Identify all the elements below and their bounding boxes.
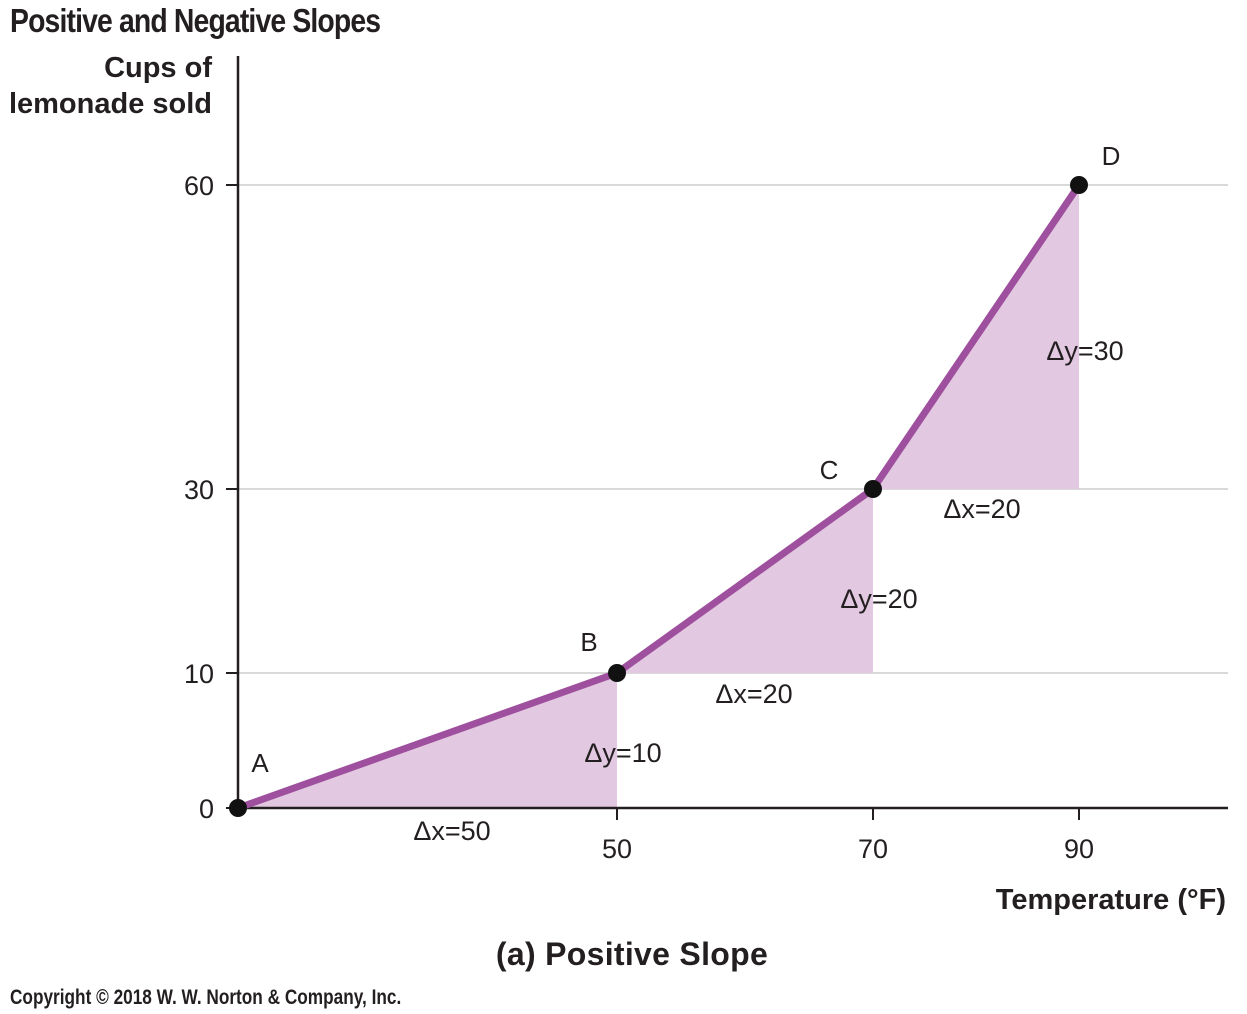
delta-y-label-B-C: Δy=20 <box>840 584 917 614</box>
y-tick-label-10: 10 <box>184 659 214 689</box>
data-points: A B C D <box>229 141 1120 817</box>
point-B <box>608 664 626 682</box>
delta-x-label-A-B: Δx=50 <box>413 816 490 846</box>
point-label-D: D <box>1102 141 1121 171</box>
data-line <box>236 183 1082 812</box>
chart-subtitle: (a) Positive Slope <box>495 936 769 972</box>
y-axis-title-line-1: Cups of <box>104 52 212 84</box>
delta-x-label-C-D: Δx=20 <box>943 494 1020 524</box>
y-tick-label-0: 0 <box>199 794 214 824</box>
y-tick-label-30: 30 <box>184 475 214 505</box>
y-tick-label-60: 60 <box>184 171 214 201</box>
delta-y-label-A-B: Δy=10 <box>584 738 661 768</box>
point-C <box>864 480 882 498</box>
chart-labels: Δx=50 Δy=10 Δx=20 Δy=20 Δx=20 Δy=30 <box>413 336 1123 846</box>
delta-x-label-B-C: Δx=20 <box>715 679 792 709</box>
point-A <box>229 799 247 817</box>
x-tick-label-50: 50 <box>602 834 632 864</box>
delta-y-label-C-D: Δy=30 <box>1046 336 1123 366</box>
series-line <box>236 183 1082 812</box>
point-label-C: C <box>820 455 839 485</box>
copyright-notice: Copyright © 2018 W. W. Norton & Company,… <box>10 986 402 1009</box>
x-tick-label-70: 70 <box>858 834 888 864</box>
point-label-B: B <box>580 627 597 657</box>
x-axis-title: Temperature (°F) <box>996 884 1226 916</box>
x-tick-label-90: 90 <box>1064 834 1094 864</box>
axes: 0 10 30 60 50 70 90 Cups of lemonade sold Tempera… <box>9 52 1228 916</box>
point-label-A: A <box>251 748 269 778</box>
y-axis-title-line-2: lemonade sold <box>9 88 212 120</box>
point-D <box>1070 176 1088 194</box>
chart-title: Positive and Negative Slopes <box>10 2 381 39</box>
